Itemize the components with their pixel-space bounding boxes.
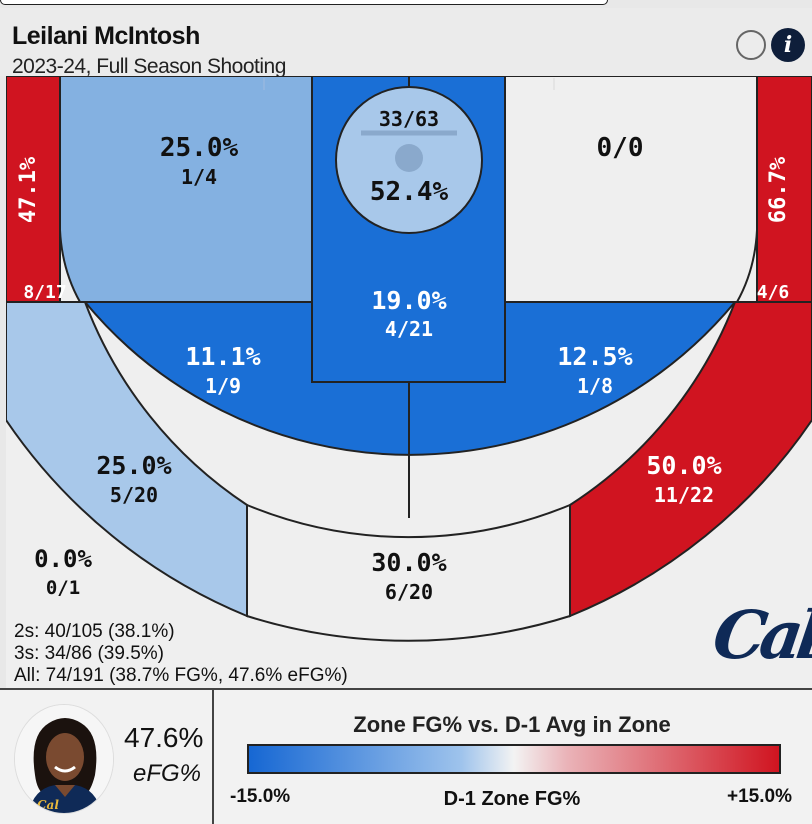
bottom-panel: Cal 47.6% eFG% Zone FG% vs. D-1 Avg in Z… [0, 688, 812, 824]
label-right-corner-3-pct: 66.7% [766, 156, 791, 223]
label-left-baseline-count: 1/4 [181, 165, 217, 189]
legend-max-label: +15.0% [727, 786, 792, 807]
top-bar-edge [0, 0, 608, 5]
summary-all: All: 74/191 (38.7% FG%, 47.6% eFG%) [14, 665, 348, 686]
shot-zone-court: 47.1% 8/17 25.0% 1/4 33/63 52.4% 0/0 66.… [6, 76, 812, 688]
cal-logo: Cal [708, 596, 812, 674]
player-avatar: Cal [14, 704, 114, 814]
label-top-3-count: 6/20 [385, 580, 433, 604]
legend-min-label: -15.0% [230, 786, 291, 807]
zone-left-baseline-mid [59, 76, 313, 303]
hoop [395, 144, 423, 172]
label-rim-count: 33/63 [379, 107, 439, 131]
zone-left-corner-3 [6, 76, 61, 303]
season-label: 2023-24, Full Season Shooting [12, 55, 286, 78]
efg-label: eFG% [133, 760, 202, 787]
summary-threes: 3s: 34/86 (39.5%) [14, 643, 164, 664]
player-name: Leilani McIntosh [12, 22, 200, 50]
label-left-wing-pct: 25.0% [96, 451, 171, 480]
shooting-summary: 2s: 40/105 (38.1%) 3s: 34/86 (39.5%) All… [14, 621, 348, 687]
zone-right-baseline-mid [504, 76, 758, 303]
zone-right-corner-3 [756, 76, 812, 303]
label-right-baseline-count: 0/0 [597, 133, 644, 163]
legend-title: Zone FG% vs. D-1 Avg in Zone [353, 712, 671, 737]
label-paint-pct: 19.0% [371, 286, 446, 315]
label-left-corner-3-count: 8/17 [23, 282, 66, 303]
label-right-wing-pct: 50.0% [646, 451, 721, 480]
label-right-corner-3-count: 4/6 [757, 282, 790, 303]
label-left-elbow-count: 1/9 [205, 374, 241, 398]
zone-right-wing-3 [569, 301, 812, 618]
label-left-elbow-pct: 11.1% [185, 342, 260, 371]
efg-value: 47.6% [124, 722, 204, 753]
svg-text:Cal: Cal [37, 798, 59, 812]
label-rim-pct: 52.4% [370, 177, 449, 207]
label-paint-count: 4/21 [385, 317, 433, 341]
label-left-baseline-pct: 25.0% [160, 133, 239, 163]
summary-twos: 2s: 40/105 (38.1%) [14, 621, 175, 642]
label-deep-left-pct: 0.0% [34, 545, 92, 573]
toggle-circle-button[interactable] [736, 30, 766, 60]
bottom-divider [212, 690, 214, 824]
label-right-elbow-count: 1/8 [577, 374, 613, 398]
info-icon[interactable]: i [771, 28, 805, 62]
legend-color-scale [247, 744, 781, 774]
header: Leilani McIntosh 2023-24, Full Season Sh… [0, 8, 812, 78]
label-deep-left-count: 0/1 [46, 577, 80, 599]
label-right-elbow-pct: 12.5% [557, 342, 632, 371]
label-left-wing-count: 5/20 [110, 483, 158, 507]
legend-axis-label: D-1 Zone FG% [443, 788, 581, 810]
label-right-wing-count: 11/22 [654, 483, 714, 507]
label-top-3-pct: 30.0% [371, 548, 446, 577]
label-left-corner-3-pct: 47.1% [16, 156, 41, 223]
